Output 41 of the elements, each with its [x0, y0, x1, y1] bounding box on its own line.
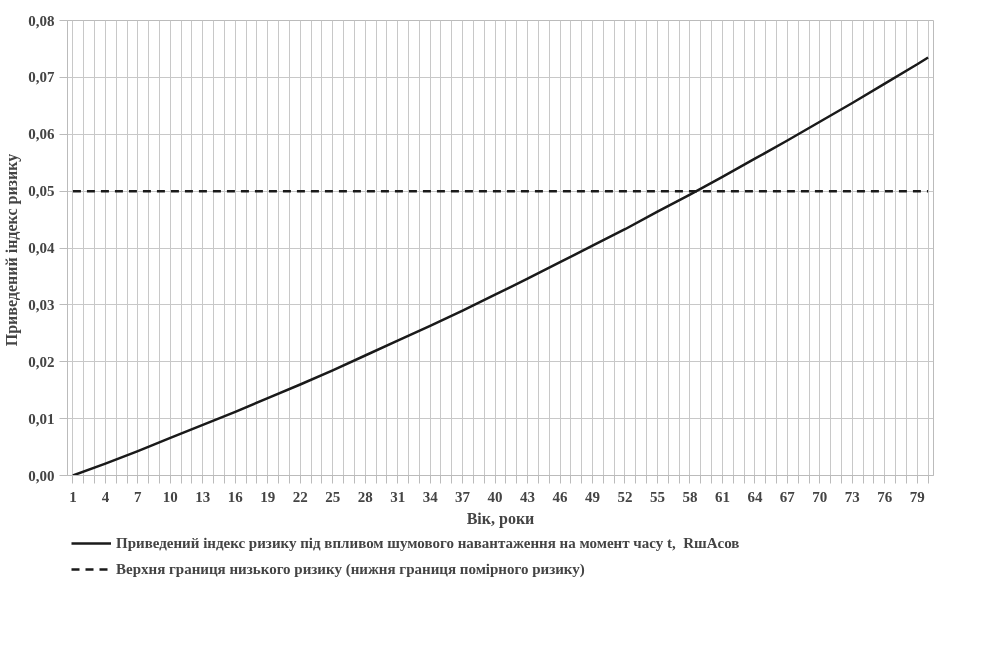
y-tick-label: 0,02 — [28, 353, 55, 370]
y-tick-label: 0,04 — [28, 240, 55, 256]
x-tick-label: 64 — [747, 488, 763, 505]
x-tick-label: 28 — [357, 488, 373, 505]
x-tick-label: 67 — [779, 488, 796, 505]
x-tick-label: 76 — [877, 488, 893, 505]
y-tick-label: 0,00 — [28, 467, 55, 484]
x-tick-label: 13 — [195, 488, 211, 505]
x-tick-label: 79 — [909, 488, 925, 505]
x-tick-label: 19 — [260, 488, 276, 505]
x-tick-label: 55 — [649, 488, 665, 505]
legend-label: Верхня границя низького ризику (нижня границя помірного ризику) — [116, 560, 585, 578]
y-tick-label: 0,05 — [28, 183, 55, 200]
y-tick-label: 0,01 — [28, 410, 55, 427]
x-tick-label: 49 — [585, 488, 601, 505]
y-axis-title: Приведений індекс ризику — [3, 153, 22, 347]
y-tick-label: 0,06 — [28, 126, 55, 143]
y-tick-label: 0,08 — [28, 12, 55, 29]
x-tick-label: 34 — [422, 488, 439, 505]
x-tick-label: 10 — [162, 488, 178, 505]
x-tick-label: 16 — [227, 488, 244, 505]
x-tick-label: 46 — [552, 488, 569, 505]
y-tick-label: 0,03 — [28, 296, 55, 313]
x-tick-label: 25 — [325, 488, 341, 505]
legend-label: Приведений індекс ризику під впливом шумового навантаження на момент часу t, RшAсов — [116, 534, 740, 552]
x-axis-title: Вік, роки — [466, 509, 535, 528]
x-tick-label: 40 — [487, 488, 503, 505]
x-tick-label: 43 — [520, 488, 536, 505]
x-tick-label: 31 — [390, 488, 406, 505]
x-tick-label: 37 — [455, 488, 471, 505]
x-tick-label: 73 — [844, 488, 860, 505]
x-tick-label: 1 — [69, 488, 77, 505]
y-tick-label: 0,07 — [28, 69, 55, 86]
x-tick-label: 52 — [617, 488, 633, 505]
x-tick-label: 70 — [812, 488, 828, 505]
x-tick-label: 4 — [101, 488, 110, 505]
x-tick-label: 58 — [682, 488, 698, 505]
x-tick-label: 22 — [292, 488, 308, 505]
x-tick-label: 61 — [714, 488, 730, 505]
line-series — [71, 56, 930, 476]
x-tick-label: 7 — [134, 488, 143, 505]
